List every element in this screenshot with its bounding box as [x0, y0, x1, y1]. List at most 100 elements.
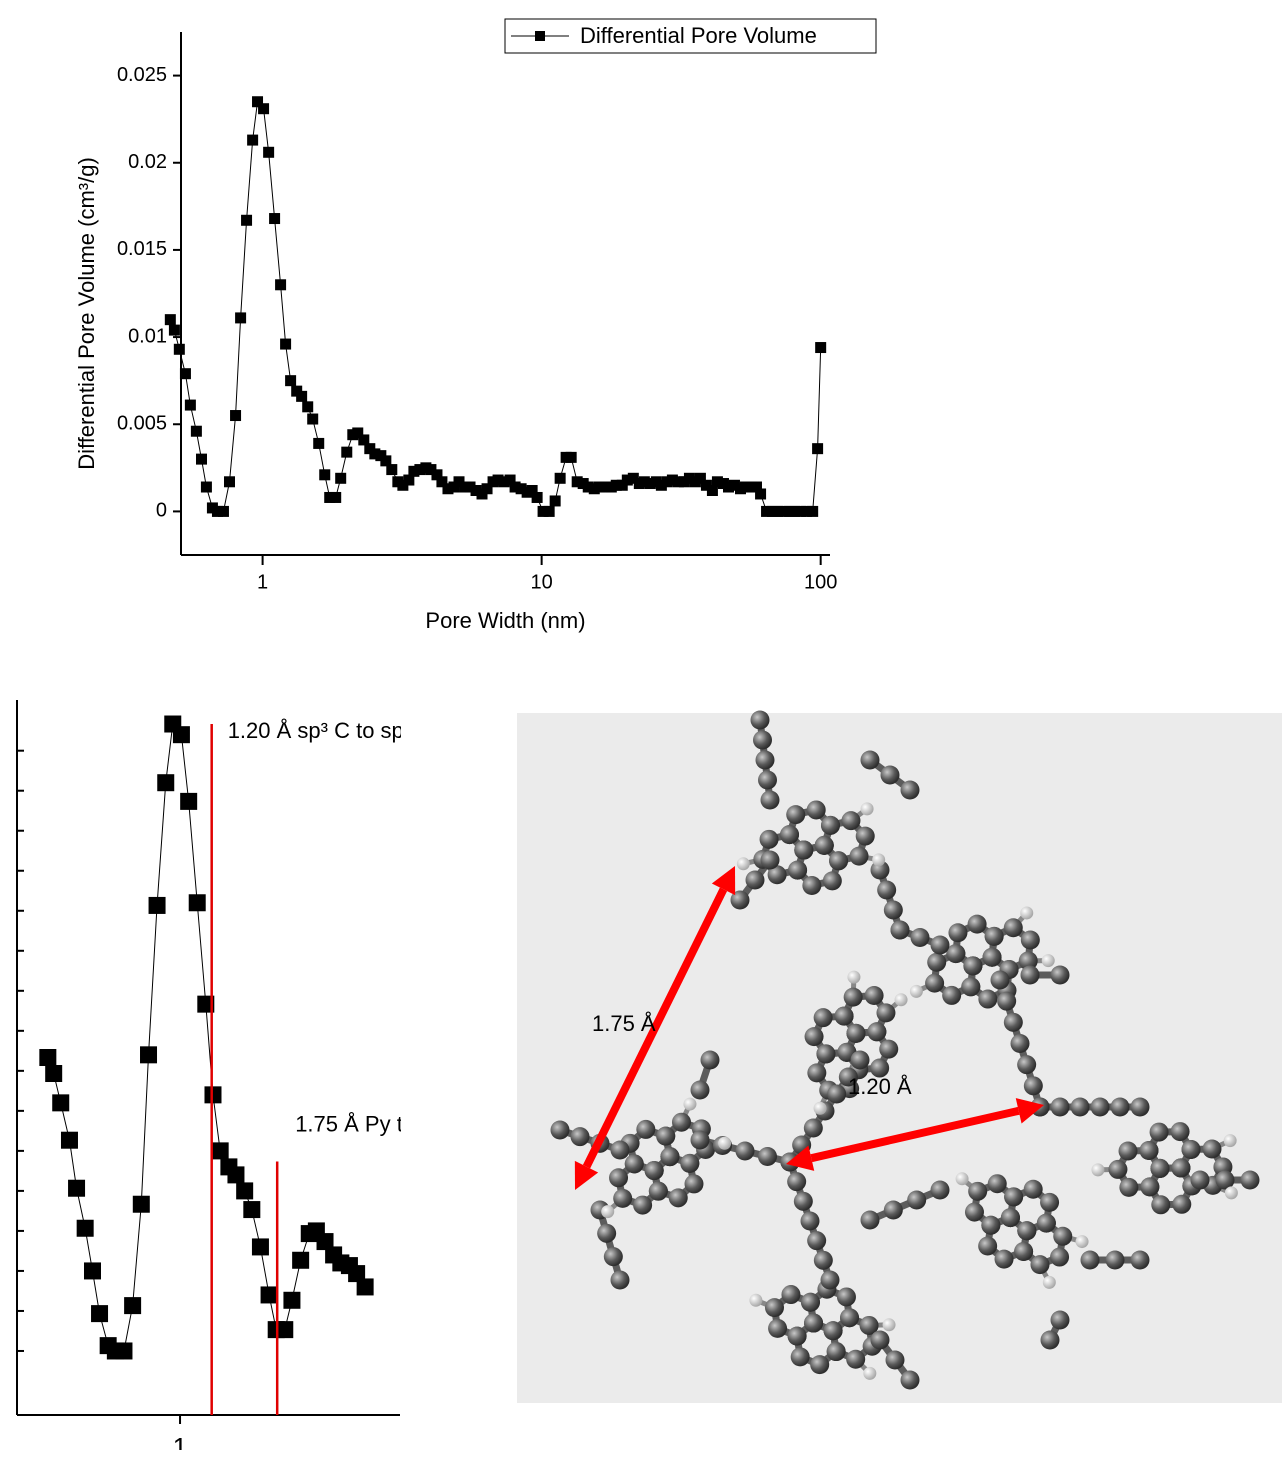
y-tick-label: 0.02: [128, 151, 167, 173]
carbon-atom: [794, 841, 813, 860]
data-point: [140, 1046, 157, 1063]
series-line: [170, 102, 820, 512]
carbon-atom: [1140, 1141, 1159, 1160]
data-point: [201, 482, 212, 493]
data-point: [807, 506, 818, 517]
y-tick-label: 0.015: [117, 238, 167, 260]
carbon-atom: [846, 1350, 865, 1369]
carbon-atom: [841, 811, 860, 830]
data-point: [149, 897, 166, 914]
carbon-atom: [802, 876, 821, 895]
carbon-atom: [991, 971, 1010, 990]
hydrogen-atom: [847, 971, 860, 984]
legend-label: Differential Pore Volume: [580, 23, 817, 48]
carbon-atom: [1191, 1171, 1210, 1190]
data-point: [165, 314, 176, 325]
data-point: [276, 1321, 293, 1338]
hydrogen-atom: [814, 1102, 827, 1115]
carbon-atom: [1071, 1098, 1090, 1117]
data-point: [241, 215, 252, 226]
hydrogen-atom: [683, 1098, 696, 1111]
carbon-atom: [736, 1142, 755, 1161]
data-point: [285, 375, 296, 386]
carbon-atom: [881, 766, 900, 785]
x-axis-label: Pore Width (nm): [425, 608, 585, 633]
pore-chart: 00.0050.010.0150.020.025110100Pore Width…: [74, 19, 876, 633]
carbon-atom: [1004, 1187, 1023, 1206]
hydrogen-atom: [601, 1205, 614, 1218]
carbon-atom: [805, 1027, 824, 1046]
data-point: [68, 1180, 85, 1197]
carbon-atom: [810, 1355, 829, 1374]
carbon-atom: [942, 986, 961, 1005]
carbon-atom: [961, 977, 980, 996]
carbon-atom: [886, 1351, 905, 1370]
data-point: [191, 426, 202, 437]
carbon-atom: [801, 1212, 820, 1231]
carbon-atom: [837, 1287, 856, 1306]
y-tick-label: 0.025: [117, 64, 167, 86]
data-point: [261, 1286, 278, 1303]
data-point: [180, 793, 197, 810]
carbon-atom: [1021, 930, 1040, 949]
carbon-atom: [1017, 1055, 1036, 1074]
carbon-atom: [611, 1141, 630, 1160]
carbon-atom: [835, 1007, 854, 1026]
carbon-atom: [807, 1063, 826, 1082]
carbon-atom: [1111, 1098, 1130, 1117]
carbon-atom: [911, 928, 930, 947]
carbon-atom: [1011, 1034, 1030, 1053]
hydrogen-atom: [1091, 1163, 1104, 1176]
data-point: [196, 454, 207, 465]
carbon-atom: [840, 1308, 859, 1327]
data-point: [532, 492, 543, 503]
carbon-atom: [1172, 1195, 1191, 1214]
carbon-atom: [1241, 1171, 1260, 1190]
carbon-atom: [846, 1024, 865, 1043]
carbon-atom: [751, 711, 770, 730]
carbon-atom: [871, 1331, 890, 1350]
carbon-atom: [851, 1051, 870, 1070]
carbon-atom: [983, 948, 1002, 967]
data-point: [335, 473, 346, 484]
carbon-atom: [597, 1224, 616, 1243]
carbon-atom: [746, 871, 765, 890]
hydrogen-atom: [1225, 1186, 1238, 1199]
carbon-atom: [824, 1321, 843, 1340]
x-tick-label: 10: [531, 571, 553, 593]
carbon-atom: [756, 751, 775, 770]
carbon-atom: [907, 1191, 926, 1210]
carbon-atom: [876, 1003, 895, 1022]
carbon-atom: [884, 1201, 903, 1220]
carbon-atom: [1171, 1158, 1190, 1177]
carbon-atom: [611, 1271, 630, 1290]
data-point: [61, 1132, 78, 1149]
carbon-atom: [807, 800, 826, 819]
x-tick-label: 1: [257, 571, 268, 593]
carbon-atom: [551, 1121, 570, 1140]
carbon-atom: [814, 1251, 833, 1270]
carbon-atom: [861, 751, 880, 770]
carbon-atom: [968, 915, 987, 934]
carbon-atom: [636, 1120, 655, 1139]
data-point: [157, 774, 174, 791]
hydrogen-atom: [1076, 1235, 1089, 1248]
carbon-atom: [645, 1161, 664, 1180]
carbon-atom: [649, 1182, 668, 1201]
data-point: [236, 1182, 253, 1199]
carbon-atom: [1051, 1311, 1070, 1330]
x-tick-label: 100: [804, 571, 837, 593]
data-point: [227, 1166, 244, 1183]
hydrogen-atom: [1224, 1134, 1237, 1147]
carbon-atom: [804, 1119, 823, 1138]
carbon-atom: [788, 861, 807, 880]
zoom-chart: 11.20 Å sp³ C to sp³ C1.75 Å Py to Py: [17, 700, 447, 1462]
carbon-atom: [758, 1147, 777, 1166]
carbon-atom: [1021, 966, 1040, 985]
carbon-atom: [1131, 1098, 1150, 1117]
carbon-atom: [781, 1285, 800, 1304]
carbon-atom: [978, 1236, 997, 1255]
hydrogen-atom: [863, 1367, 876, 1380]
carbon-atom: [701, 1051, 720, 1070]
data-point: [204, 1086, 221, 1103]
